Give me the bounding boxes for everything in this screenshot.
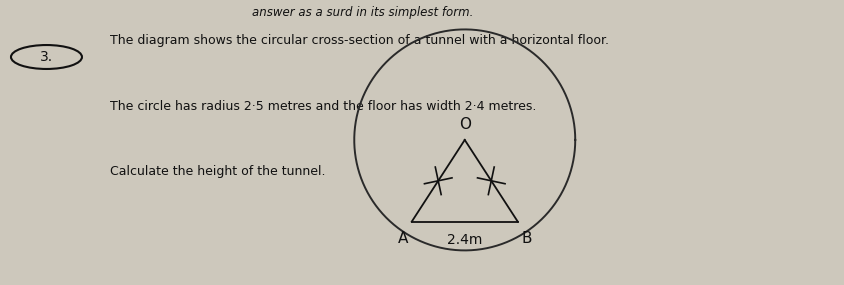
Text: A: A	[398, 231, 408, 245]
Text: answer as a surd in its simplest form.: answer as a surd in its simplest form.	[252, 6, 473, 19]
Text: B: B	[521, 231, 531, 245]
Text: 3.: 3.	[40, 50, 53, 64]
Text: 2.4m: 2.4m	[446, 233, 482, 247]
Text: Calculate the height of the tunnel.: Calculate the height of the tunnel.	[110, 165, 325, 178]
Text: The circle has radius 2·5 metres and the floor has width 2·4 metres.: The circle has radius 2·5 metres and the…	[110, 100, 536, 113]
Text: The diagram shows the circular cross-section of a tunnel with a horizontal floor: The diagram shows the circular cross-sec…	[110, 34, 609, 47]
Text: O: O	[458, 117, 470, 132]
